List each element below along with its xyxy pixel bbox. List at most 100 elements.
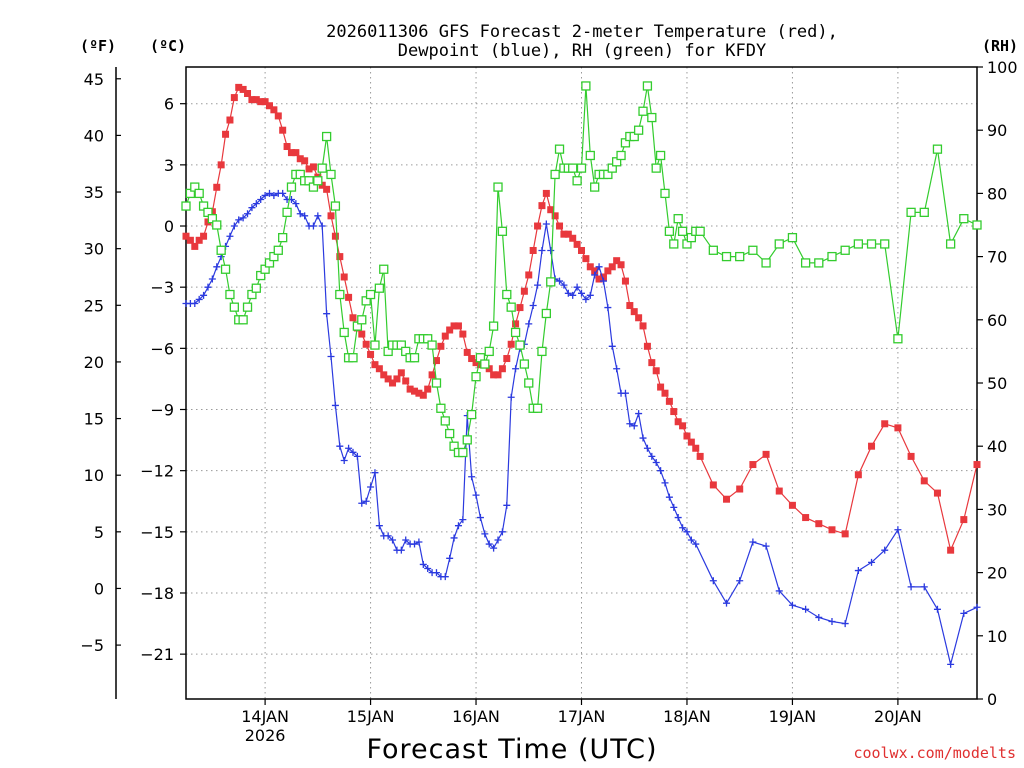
data-point	[349, 448, 357, 456]
data-point	[208, 275, 216, 283]
data-point	[947, 546, 955, 554]
data-point	[621, 389, 629, 397]
data-point	[389, 536, 397, 544]
data-point	[459, 516, 467, 524]
data-point	[296, 210, 304, 218]
data-point	[402, 377, 410, 385]
fahrenheit-tick-label: 45	[84, 70, 104, 89]
data-point	[339, 327, 349, 338]
series-2-meter-temperature	[182, 83, 981, 554]
data-point	[586, 291, 594, 299]
data-point	[616, 150, 626, 161]
data-point	[802, 605, 810, 613]
data-point	[463, 348, 471, 356]
data-point	[613, 257, 621, 265]
data-point	[973, 603, 981, 611]
data-point	[595, 263, 603, 271]
data-point	[273, 245, 283, 255]
data-point	[647, 112, 657, 123]
data-point	[595, 275, 603, 283]
data-point	[599, 277, 607, 285]
data-point	[270, 106, 278, 114]
data-point	[633, 125, 644, 135]
data-point	[296, 155, 304, 163]
data-point	[309, 163, 317, 171]
data-point	[520, 287, 528, 295]
data-point	[657, 467, 665, 475]
data-point	[687, 536, 695, 544]
data-point	[638, 106, 648, 116]
celsius-unit-label: (ºC)	[150, 37, 186, 55]
rh-tick-label: 60	[987, 311, 1007, 330]
data-point	[466, 409, 477, 420]
data-point	[630, 422, 638, 430]
data-point	[370, 340, 380, 350]
data-point	[242, 302, 253, 312]
data-point	[248, 96, 256, 104]
data-point	[669, 239, 679, 249]
data-point	[244, 90, 252, 98]
rh-tick-label: 30	[987, 500, 1007, 519]
time-tick-label: 19JAN	[769, 707, 817, 726]
data-point	[204, 283, 212, 291]
data-point	[490, 371, 498, 379]
rh-tick-label: 80	[987, 184, 1007, 203]
data-point	[550, 169, 560, 180]
data-point	[375, 365, 383, 373]
data-point	[330, 201, 341, 211]
data-point	[696, 452, 704, 460]
data-point	[251, 283, 261, 293]
series-line	[186, 85, 977, 454]
data-point	[556, 222, 564, 230]
data-point	[827, 251, 837, 262]
data-point	[541, 308, 551, 319]
data-point	[933, 489, 941, 497]
data-point	[569, 291, 577, 299]
data-point	[326, 169, 336, 180]
data-point	[278, 232, 288, 243]
celsius-tick-label: −12	[140, 462, 174, 481]
data-point	[238, 315, 248, 325]
rh-unit-label: (RH)	[982, 37, 1018, 55]
data-point	[226, 116, 234, 124]
data-point	[213, 183, 221, 191]
data-point	[920, 477, 928, 485]
time-tick-label: 20JAN	[874, 707, 922, 726]
data-point	[279, 126, 287, 134]
data-point	[502, 289, 512, 300]
data-point	[679, 524, 687, 532]
data-point	[828, 618, 836, 626]
data-point	[431, 378, 442, 388]
data-point	[547, 206, 555, 214]
data-point	[973, 461, 981, 469]
data-point	[621, 277, 629, 285]
data-point	[314, 212, 322, 220]
data-point	[353, 452, 361, 460]
data-point	[393, 375, 401, 383]
data-point	[292, 200, 300, 208]
data-point	[476, 514, 484, 522]
data-point	[866, 239, 877, 249]
data-point	[639, 322, 647, 330]
data-point	[660, 188, 670, 199]
data-point	[270, 191, 278, 199]
data-point	[546, 277, 556, 287]
data-point	[472, 359, 480, 367]
data-point	[230, 94, 238, 102]
fahrenheit-tick-label: 10	[84, 466, 104, 485]
data-point	[692, 540, 700, 548]
data-point	[340, 456, 348, 464]
data-point	[959, 214, 969, 224]
data-point	[761, 258, 771, 268]
data-point	[235, 216, 243, 224]
data-point	[907, 583, 915, 591]
data-point	[213, 263, 221, 271]
data-point	[516, 304, 524, 312]
data-point	[274, 112, 282, 120]
data-point	[854, 471, 862, 479]
data-point	[586, 263, 594, 271]
data-point	[454, 522, 462, 530]
data-point	[576, 163, 587, 173]
data-point	[212, 220, 222, 230]
